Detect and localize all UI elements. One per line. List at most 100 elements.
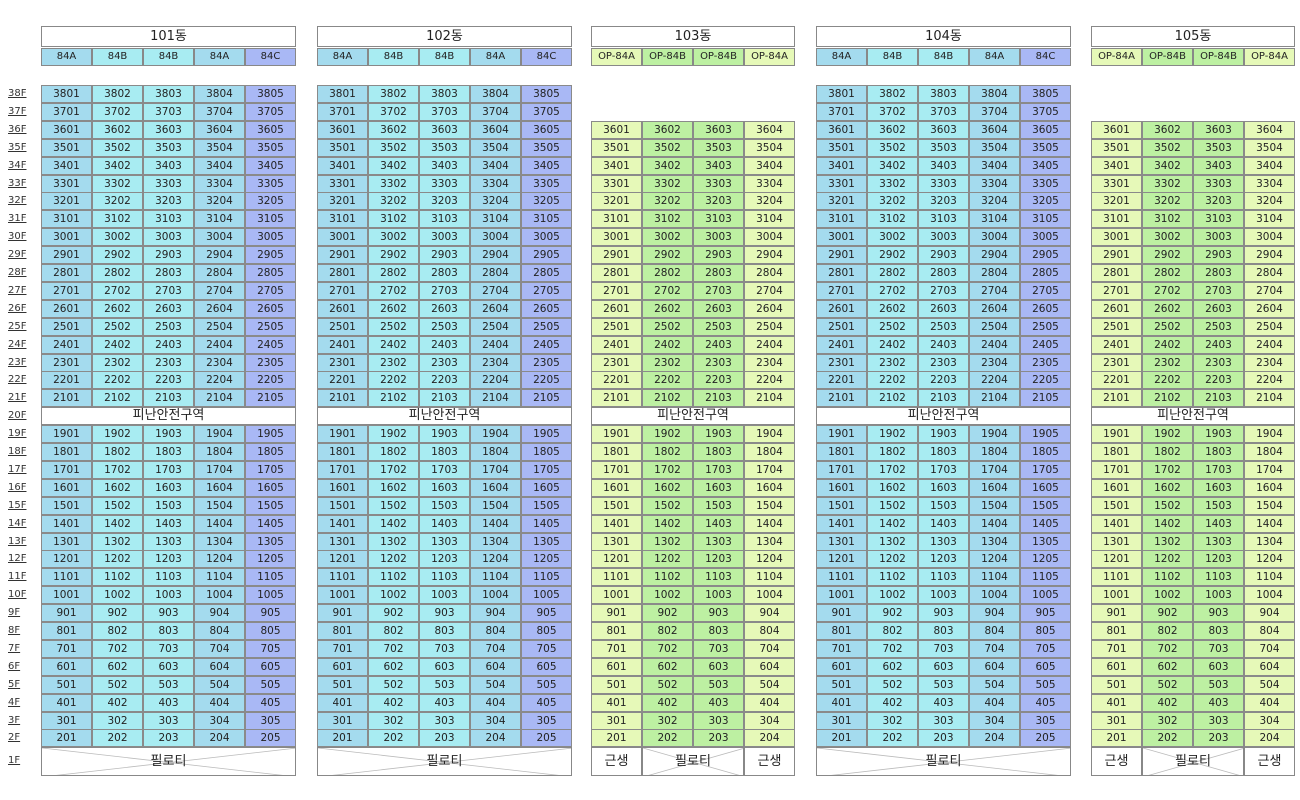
unit-cell: 1904 <box>194 425 245 444</box>
unit-cell: 3203 <box>1193 192 1244 211</box>
unit-cell: 905 <box>1020 604 1071 623</box>
unit-cell: 2101 <box>816 389 867 408</box>
unit-cell: 602 <box>92 657 143 676</box>
unit-cell: 2102 <box>368 389 419 408</box>
building-1-unit-type: 84A <box>194 48 245 66</box>
unit-cell: 202 <box>1142 729 1193 748</box>
unit-cell: 2104 <box>1244 389 1295 408</box>
unit-cell: 2204 <box>470 371 521 390</box>
unit-cell: 3303 <box>918 174 969 193</box>
unit-cell: 402 <box>1142 693 1193 712</box>
unit-cell: 2601 <box>591 299 642 318</box>
unit-cell: 403 <box>143 693 194 712</box>
unit-cell: 302 <box>368 711 419 730</box>
unit-cell: 3501 <box>816 138 867 157</box>
unit-cell: 3003 <box>419 228 470 247</box>
unit-cell: 1302 <box>92 532 143 551</box>
unit-cell: 904 <box>969 604 1020 623</box>
unit-cell: 301 <box>591 711 642 730</box>
floor-label-35f: 35F <box>8 141 27 153</box>
building-2-piloti: 필로티 <box>317 747 572 776</box>
building-4-refuge-floor: 피난안전구역 <box>816 407 1071 426</box>
unit-cell: 1202 <box>92 550 143 569</box>
unit-cell: 3704 <box>470 102 521 121</box>
unit-cell: 1303 <box>1193 532 1244 551</box>
unit-cell: 3805 <box>1020 85 1071 103</box>
unit-cell: 2602 <box>642 299 693 318</box>
unit-cell: 704 <box>194 639 245 658</box>
unit-cell: 3505 <box>521 138 572 157</box>
unit-cell: 3104 <box>470 210 521 229</box>
unit-cell: 2501 <box>317 317 368 336</box>
unit-cell: 1704 <box>969 460 1020 479</box>
unit-cell: 1301 <box>41 532 92 551</box>
unit-cell: 3103 <box>918 210 969 229</box>
unit-cell: 301 <box>317 711 368 730</box>
unit-cell: 3603 <box>419 120 470 139</box>
floor-label-5f: 5F <box>8 678 21 690</box>
unit-cell: 2201 <box>591 371 642 390</box>
unit-cell: 1404 <box>1244 514 1295 533</box>
unit-cell: 3503 <box>693 138 744 157</box>
unit-cell: 503 <box>1193 675 1244 694</box>
unit-cell: 2304 <box>969 353 1020 372</box>
unit-cell: 1903 <box>693 425 744 444</box>
unit-cell: 3002 <box>642 228 693 247</box>
building-2-title: 102동 <box>317 26 572 47</box>
unit-cell: 3702 <box>867 102 918 121</box>
unit-cell: 404 <box>744 693 795 712</box>
unit-cell: 3304 <box>969 174 1020 193</box>
unit-cell: 2103 <box>693 389 744 408</box>
unit-cell: 2304 <box>194 353 245 372</box>
floor-label-31f: 31F <box>8 213 27 225</box>
unit-cell: 2201 <box>816 371 867 390</box>
unit-cell: 3804 <box>194 85 245 103</box>
unit-cell: 2202 <box>368 371 419 390</box>
building-1-refuge-floor: 피난안전구역 <box>41 407 296 426</box>
unit-cell: 2801 <box>591 264 642 282</box>
unit-cell: 705 <box>521 639 572 658</box>
unit-cell: 203 <box>918 729 969 748</box>
unit-cell: 2802 <box>368 264 419 282</box>
unit-cell: 2703 <box>693 281 744 300</box>
unit-cell: 402 <box>92 693 143 712</box>
unit-cell: 2204 <box>969 371 1020 390</box>
unit-cell: 3803 <box>918 85 969 103</box>
unit-cell: 1303 <box>419 532 470 551</box>
unit-cell: 404 <box>470 693 521 712</box>
building-2-refuge-floor: 피난안전구역 <box>317 407 572 426</box>
unit-cell: 1205 <box>245 550 296 569</box>
unit-cell: 204 <box>194 729 245 748</box>
piloti-label: 필로티 <box>150 754 187 769</box>
unit-cell: 1705 <box>245 460 296 479</box>
unit-cell: 501 <box>41 675 92 694</box>
unit-cell: 2605 <box>521 299 572 318</box>
unit-cell: 1301 <box>317 532 368 551</box>
unit-cell: 904 <box>194 604 245 623</box>
building-4-unit-type: 84B <box>867 48 918 66</box>
unit-cell: 3602 <box>642 120 693 139</box>
unit-cell: 602 <box>1142 657 1193 676</box>
unit-cell: 2204 <box>194 371 245 390</box>
unit-cell: 504 <box>1244 675 1295 694</box>
unit-cell: 3604 <box>744 120 795 139</box>
building-5-shop: 근생 <box>1091 747 1142 776</box>
unit-cell: 1101 <box>1091 568 1142 587</box>
unit-cell: 3102 <box>1142 210 1193 229</box>
unit-cell: 1202 <box>1142 550 1193 569</box>
unit-cell: 3104 <box>1244 210 1295 229</box>
unit-cell: 601 <box>317 657 368 676</box>
unit-cell: 2602 <box>368 299 419 318</box>
unit-cell: 3401 <box>591 156 642 175</box>
unit-cell: 1702 <box>867 460 918 479</box>
unit-cell: 3603 <box>1193 120 1244 139</box>
unit-cell: 2504 <box>194 317 245 336</box>
unit-cell: 402 <box>867 693 918 712</box>
unit-cell: 2805 <box>1020 264 1071 282</box>
unit-cell: 2603 <box>419 299 470 318</box>
unit-cell: 1903 <box>918 425 969 444</box>
unit-cell: 1101 <box>317 568 368 587</box>
unit-cell: 1602 <box>867 478 918 497</box>
unit-cell: 3401 <box>41 156 92 175</box>
unit-cell: 3602 <box>867 120 918 139</box>
